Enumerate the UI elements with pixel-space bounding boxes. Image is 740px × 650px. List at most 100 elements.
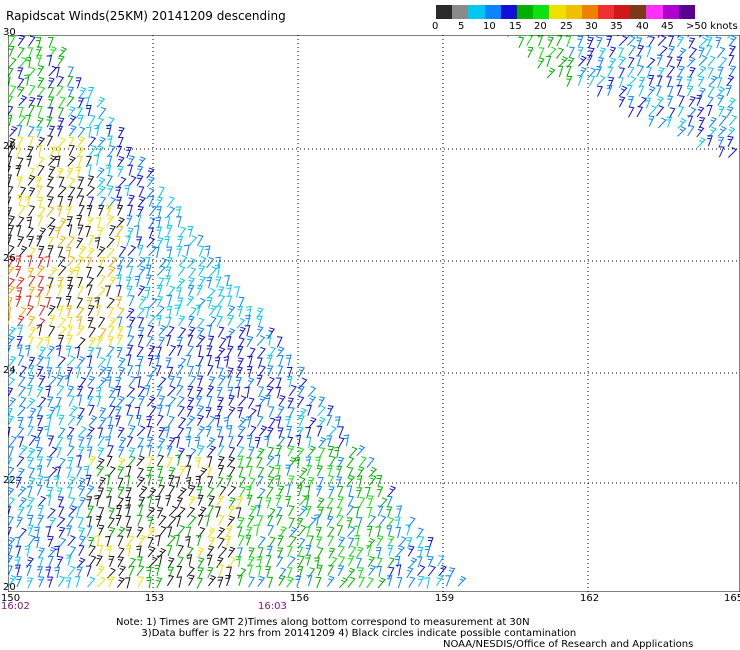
wind-barb	[186, 295, 195, 307]
wind-barb	[577, 75, 583, 87]
wind-barb	[106, 237, 115, 249]
wind-barb	[85, 126, 92, 138]
wind-barb	[18, 385, 26, 397]
wind-barb	[218, 464, 225, 477]
wind-barb	[248, 425, 257, 437]
wind-barb	[138, 485, 148, 497]
wind-barb	[688, 66, 696, 79]
wind-barb	[343, 434, 350, 446]
wind-barb	[17, 204, 26, 216]
wind-barb	[658, 45, 668, 57]
wind-barb	[76, 394, 83, 407]
wind-barb	[437, 555, 445, 567]
legend-swatch	[581, 5, 598, 19]
wind-barb	[353, 525, 360, 537]
wind-barb	[116, 265, 123, 277]
wind-barb	[267, 476, 275, 488]
wind-barb	[177, 447, 186, 459]
wind-barb	[167, 385, 176, 397]
wind-barb	[57, 185, 67, 197]
wind-barb	[276, 336, 283, 348]
wind-barb	[277, 405, 285, 417]
wind-barb	[216, 405, 223, 417]
lat-label-30: 30	[3, 27, 16, 38]
wind-barb	[137, 244, 144, 256]
wind-barb	[88, 144, 97, 156]
wind-barb	[265, 334, 272, 346]
wind-barb	[28, 356, 36, 368]
wind-barb	[276, 514, 283, 526]
wind-barb	[124, 577, 131, 589]
wind-barb	[97, 447, 105, 459]
wind-barb	[678, 95, 685, 107]
wind-barb	[688, 47, 698, 59]
wind-barb	[247, 515, 255, 527]
wind-barb	[54, 566, 61, 579]
wind-barb	[86, 565, 92, 577]
wind-barb	[676, 36, 685, 48]
wind-barb	[76, 566, 83, 578]
wind-barb	[137, 437, 145, 449]
wind-barb	[135, 414, 142, 427]
wind-barb	[268, 536, 276, 548]
wind-barb	[83, 465, 90, 477]
wind-barb	[285, 484, 291, 496]
wind-barb	[105, 355, 112, 367]
wind-barb	[96, 96, 106, 108]
wind-barb	[8, 415, 14, 427]
wind-barb	[127, 164, 133, 176]
wind-barb	[145, 274, 152, 286]
wind-barb	[257, 515, 264, 527]
wind-barb	[386, 575, 393, 587]
wind-barb	[77, 516, 84, 529]
wind-barb	[656, 54, 663, 66]
wind-barb	[106, 174, 113, 187]
wind-barb	[15, 147, 22, 159]
wind-barb	[56, 384, 65, 396]
wind-barb	[66, 75, 74, 87]
wind-barb	[168, 505, 178, 517]
wind-barb	[726, 75, 735, 87]
wind-barb	[136, 174, 144, 186]
wind-barb	[57, 457, 66, 469]
wind-barb	[255, 565, 262, 577]
wind-barb	[98, 524, 105, 536]
wind-barb	[698, 47, 705, 59]
wind-barb	[47, 546, 57, 558]
wind-barb	[16, 176, 23, 188]
wind-barb	[136, 425, 146, 437]
wind-barb	[17, 506, 25, 518]
wind-barb	[45, 526, 52, 538]
wind-barb	[127, 364, 134, 377]
wind-barb	[296, 447, 305, 459]
wind-barb	[185, 526, 192, 538]
wind-barb	[176, 384, 184, 396]
wind-barb	[74, 506, 81, 518]
wind-barb	[54, 66, 60, 79]
wind-barb	[275, 495, 282, 507]
wind-barb	[8, 45, 15, 57]
wind-barb	[195, 535, 202, 547]
wind-barb	[105, 535, 111, 548]
wind-barb	[146, 375, 153, 387]
wind-barb	[78, 245, 87, 257]
wind-barb	[17, 136, 24, 148]
wind-barb	[67, 177, 76, 189]
wind-barb	[117, 426, 125, 438]
wind-barb	[166, 574, 175, 587]
wind-barb	[36, 235, 43, 247]
wind-barb	[137, 386, 146, 398]
wind-barb	[156, 346, 162, 358]
wind-barb	[98, 476, 107, 488]
wind-barb	[98, 196, 107, 208]
wind-barb	[305, 554, 312, 566]
wind-barb	[185, 477, 192, 489]
wind-barb	[257, 315, 263, 327]
wind-barb	[46, 135, 54, 147]
wind-barb	[188, 326, 196, 338]
wind-barb	[666, 116, 673, 128]
wind-barb	[196, 577, 203, 589]
wind-barb	[66, 467, 73, 479]
wind-barb	[68, 136, 75, 148]
wind-barb	[86, 485, 95, 497]
